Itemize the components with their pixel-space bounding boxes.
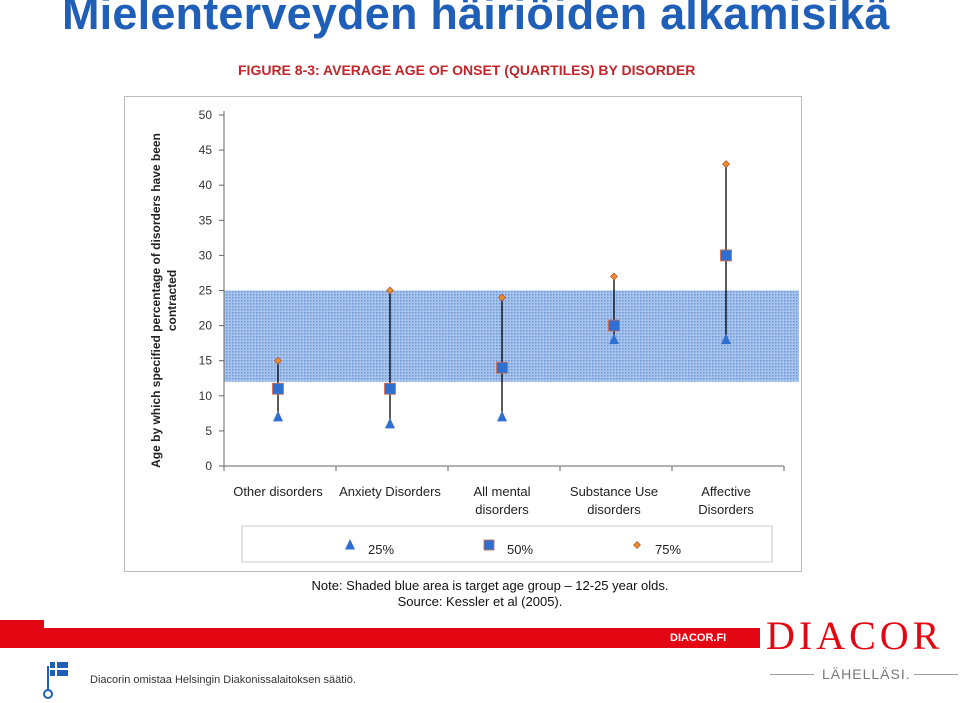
x-category-label: All mental: [473, 484, 530, 499]
chart-source: Source: Kessler et al (2005).: [397, 594, 563, 609]
footer-url-link[interactable]: DIACOR.FI: [670, 632, 727, 644]
legend-marker-75pct: [633, 541, 641, 549]
brand-tagline: LÄHELLÄSI.: [822, 666, 911, 682]
point-50pct: [496, 361, 508, 374]
tagline-rule-right: [914, 674, 958, 675]
legend-label: 50%: [507, 542, 533, 557]
y-axis-label: Age by which specified percentage of dis…: [149, 133, 179, 468]
x-category-label: Substance Use: [570, 484, 658, 499]
y-tick-label: 30: [199, 248, 213, 262]
y-tick-label: 25: [199, 284, 213, 298]
footer-bar: [0, 628, 760, 648]
y-tick-label: 15: [199, 354, 213, 368]
legend-box: [241, 525, 773, 563]
point-75pct: [386, 286, 394, 295]
x-category-label: Other disorders: [233, 484, 323, 499]
footer-owner-text: Diacorin omistaa Helsingin Diakonissalai…: [90, 674, 356, 686]
legend-label: 25%: [368, 542, 394, 557]
x-category-label: disorders: [475, 502, 529, 517]
figure-title: FIGURE 8-3: AVERAGE AGE OF ONSET (QUARTI…: [238, 62, 696, 78]
key-crest-icon: [43, 662, 68, 699]
point-25pct: [721, 333, 731, 345]
point-75pct: [722, 160, 730, 169]
footer-accent: [0, 620, 44, 630]
point-25pct: [609, 333, 619, 345]
tagline-rule-left: [770, 674, 814, 675]
brand-logo: DIACOR: [766, 613, 944, 658]
y-tick-label: 50: [199, 108, 213, 122]
point-75pct: [610, 272, 618, 281]
x-category-label: Anxiety Disorders: [339, 484, 441, 499]
target-age-band: [224, 290, 799, 382]
point-75pct: [274, 356, 282, 365]
x-category-label: Disorders: [698, 502, 754, 517]
y-tick-label: 35: [199, 213, 213, 227]
legend-marker-50pct: [483, 539, 495, 551]
y-tick-label: 20: [199, 319, 213, 333]
x-category-label: Affective: [701, 484, 751, 499]
chart-note: Note: Shaded blue area is target age gro…: [311, 578, 669, 593]
point-50pct: [720, 249, 732, 262]
y-tick-label: 40: [199, 178, 213, 192]
point-25pct: [385, 417, 395, 429]
y-tick-label: 5: [205, 424, 212, 438]
legend-label: 75%: [655, 542, 681, 557]
onset-age-chart: 0 5 10 15 20 25 30 35 40 45 50 Age by which specifi…: [124, 96, 802, 572]
slide-title: Mielenterveyden häiriöiden alkamisikä: [62, 0, 890, 39]
point-25pct: [497, 410, 507, 422]
point-50pct: [384, 382, 396, 395]
point-25pct: [273, 410, 283, 422]
point-50pct: [272, 382, 284, 395]
legend-marker-25pct: [345, 539, 355, 550]
y-tick-label: 0: [205, 459, 212, 473]
point-50pct: [608, 319, 620, 332]
y-tick-label: 10: [199, 389, 213, 403]
point-75pct: [498, 293, 506, 302]
x-category-label: disorders: [587, 502, 641, 517]
y-tick-label: 45: [199, 143, 213, 157]
